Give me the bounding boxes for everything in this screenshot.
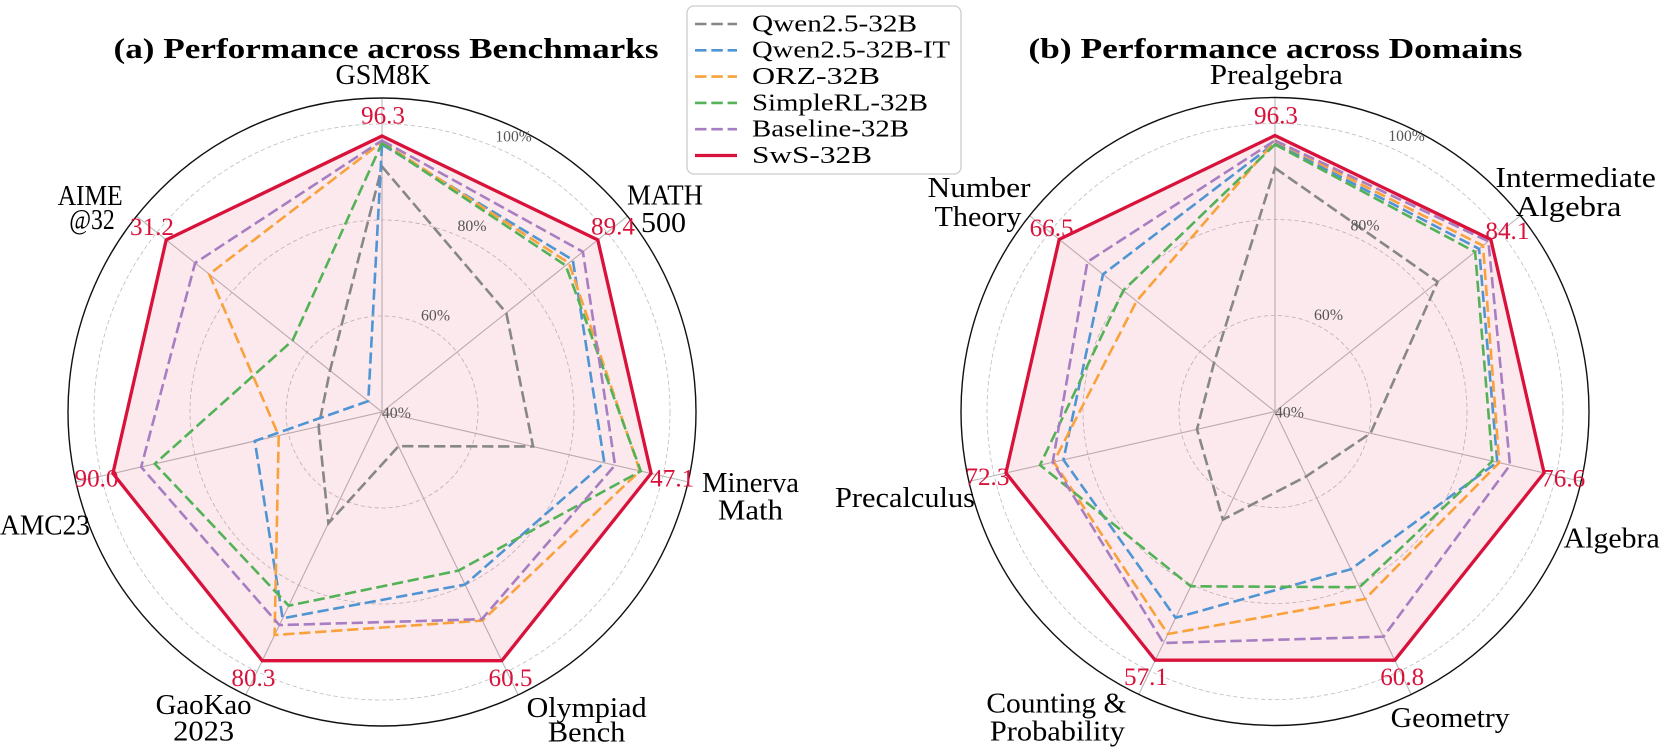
svg-text:40%: 40% [382, 405, 411, 422]
svg-text:MATH: MATH [627, 180, 703, 212]
svg-text:Math: Math [718, 495, 784, 527]
svg-text:Minerva: Minerva [702, 467, 799, 499]
svg-text:Number: Number [928, 172, 1031, 204]
svg-text:72.3: 72.3 [965, 464, 1009, 491]
svg-text:SimpleRL-32B: SimpleRL-32B [752, 90, 928, 116]
svg-text:31.2: 31.2 [130, 214, 174, 241]
svg-text:AMC23: AMC23 [0, 510, 90, 542]
svg-text:100%: 100% [1388, 128, 1425, 145]
svg-text:60.8: 60.8 [1380, 664, 1424, 691]
svg-text:80%: 80% [1351, 218, 1380, 235]
svg-text:60%: 60% [1314, 307, 1343, 324]
svg-text:2023: 2023 [173, 716, 234, 748]
svg-text:Precalculus: Precalculus [835, 482, 975, 514]
svg-text:500: 500 [641, 207, 686, 239]
svg-text:57.1: 57.1 [1124, 664, 1168, 691]
svg-text:ORZ-32B: ORZ-32B [752, 64, 880, 90]
svg-text:80%: 80% [458, 218, 487, 235]
svg-text:@32: @32 [69, 204, 115, 236]
svg-text:GSM8K: GSM8K [336, 59, 431, 91]
svg-text:84.1: 84.1 [1485, 218, 1529, 245]
svg-text:66.5: 66.5 [1030, 215, 1074, 242]
svg-text:80.3: 80.3 [231, 665, 275, 692]
svg-text:96.3: 96.3 [361, 103, 405, 130]
svg-text:89.4: 89.4 [591, 214, 636, 241]
svg-text:Qwen2.5-32B-IT: Qwen2.5-32B-IT [752, 38, 950, 64]
svg-text:47.1: 47.1 [650, 466, 694, 493]
svg-text:Intermediate: Intermediate [1495, 162, 1656, 194]
svg-text:60.5: 60.5 [489, 665, 533, 692]
svg-text:Qwen2.5-32B: Qwen2.5-32B [752, 11, 917, 37]
svg-text:Counting &: Counting & [986, 688, 1126, 720]
svg-text:Theory: Theory [935, 201, 1023, 233]
svg-text:90.0: 90.0 [75, 466, 119, 493]
svg-text:Algebra: Algebra [1516, 191, 1622, 223]
svg-text:Olympiad: Olympiad [527, 692, 648, 724]
svg-text:Baseline-32B: Baseline-32B [752, 117, 909, 143]
svg-text:(a) Performance across Benchma: (a) Performance across Benchmarks [114, 34, 659, 65]
svg-text:60%: 60% [421, 307, 450, 324]
svg-text:Bench: Bench [548, 717, 626, 749]
svg-text:Geometry: Geometry [1391, 702, 1511, 734]
svg-text:SwS-32B: SwS-32B [752, 143, 872, 169]
svg-text:96.3: 96.3 [1254, 103, 1298, 130]
svg-text:Probability: Probability [990, 716, 1126, 748]
svg-text:40%: 40% [1275, 405, 1304, 422]
svg-text:Algebra: Algebra [1564, 523, 1660, 555]
svg-text:(b) Performance across Domains: (b) Performance across Domains [1028, 34, 1522, 65]
svg-text:Prealgebra: Prealgebra [1210, 59, 1343, 91]
svg-text:GaoKao: GaoKao [156, 689, 252, 721]
svg-text:100%: 100% [495, 128, 532, 145]
svg-text:AIME: AIME [58, 180, 123, 212]
svg-text:76.6: 76.6 [1541, 466, 1585, 493]
